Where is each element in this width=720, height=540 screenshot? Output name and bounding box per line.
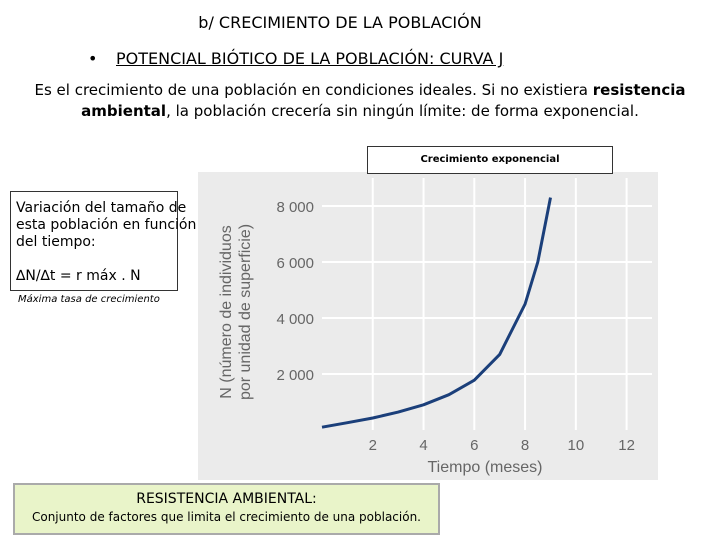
variation-text: Variación del tamaño de esta población e… [16,200,197,250]
subtitle-line: • POTENCIAL BIÓTICO DE LA POBLACIÓN: CURV… [88,49,503,68]
y-axis-label-line-2: por unidad de superficie) [237,224,254,400]
chart-label: Crecimiento exponencial [367,146,613,174]
y-tick-label: 2 000 [276,367,314,384]
y-tick-label: 4 000 [276,311,314,328]
bullet-icon: • [88,49,98,68]
subtitle: POTENCIAL BIÓTICO DE LA POBLACIÓN: CURVA… [116,49,504,68]
intro-text-1: Es el crecimiento de una población en co… [34,81,593,99]
x-tick-label: 8 [521,437,529,454]
y-tick-label: 8 000 [276,199,314,216]
chart-background [198,172,658,480]
intro-paragraph: Es el crecimiento de una población en co… [4,80,716,122]
x-tick-label: 10 [568,437,585,454]
y-tick-label: 6 000 [276,255,314,272]
intro-text-2: , la población crecería sin ningún límit… [166,102,639,120]
x-tick-label: 12 [618,437,635,454]
resistance-definition: Conjunto de factores que limita el creci… [31,510,421,524]
growth-curve [321,197,552,429]
resistance-box: RESISTENCIA AMBIENTAL: Conjunto de facto… [13,483,440,535]
resistance-heading: RESISTENCIA AMBIENTAL: [136,491,317,507]
y-axis-label-line-1: N (número de individuos [218,225,235,398]
variation-formula: ∆N/∆t = r máx . N [16,268,141,284]
intro-bold: resistencia ambiental [81,81,686,120]
x-axis-label: Tiempo (meses) [428,459,543,476]
x-tick-label: 4 [419,437,427,454]
y-axis-label: N (número de individuos por unidad de sup… [218,224,254,400]
variation-box: Variación del tamaño de esta población e… [10,191,196,291]
x-tick-label: 2 [369,437,377,454]
x-tick-label: 6 [470,437,478,454]
slide-title: b/ CRECIMIENTO DE LA POBLACIÓN [198,13,482,32]
max-rate-label: Máxima tasa de crecimiento [18,294,160,305]
